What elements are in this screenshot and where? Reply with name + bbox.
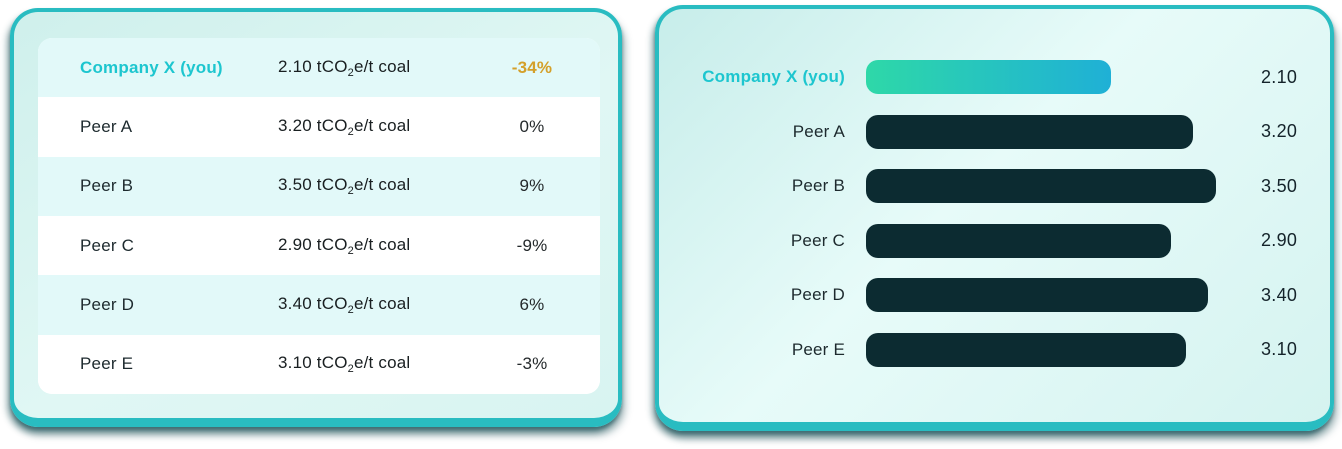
bar-track	[866, 60, 1237, 95]
chart-row-peer-d: Peer D 3.40	[659, 268, 1330, 323]
bar-track	[866, 223, 1237, 258]
table-row-peer-d: Peer D 3.40 tCO2e/t coal 6%	[38, 275, 600, 335]
bar-value: 3.50	[1261, 175, 1298, 196]
chart-label: Company X (you)	[702, 67, 845, 87]
bar-value: 3.10	[1261, 339, 1298, 360]
emission-value: 3.10 tCO2e/t coal	[278, 353, 411, 376]
peer-c-bar	[866, 223, 1171, 258]
emissions-bar-chart-panel: Company X (you) 2.10 Peer A 3.20 Peer B …	[655, 5, 1334, 431]
emission-value: 3.20 tCO2e/t coal	[278, 115, 411, 138]
bar-track	[866, 278, 1237, 313]
emissions-table-panel: Company X (you) 2.10 tCO2e/t coal -34% P…	[10, 8, 622, 427]
chart-row-peer-a: Peer A 3.20	[659, 105, 1330, 160]
delta-percent: -3%	[516, 354, 548, 374]
peer-e-bar	[866, 332, 1186, 367]
chart-label: Peer B	[791, 176, 845, 196]
chart-row-peer-b: Peer B 3.50	[659, 159, 1330, 214]
peer-a-bar	[866, 114, 1193, 149]
delta-percent: -34%	[511, 57, 553, 77]
chart-label: Peer E	[791, 339, 845, 359]
company-name: Peer C	[80, 235, 135, 255]
company-name: Peer D	[80, 294, 135, 314]
company-name: Peer B	[80, 176, 134, 196]
emission-value: 2.10 tCO2e/t coal	[278, 56, 411, 79]
chart-row-company-x: Company X (you) 2.10	[659, 50, 1330, 105]
company-name: Peer E	[80, 354, 134, 374]
table-row-peer-e: Peer E 3.10 tCO2e/t coal -3%	[38, 334, 600, 394]
company-name: Peer A	[80, 116, 133, 136]
bar-value: 3.40	[1261, 284, 1298, 305]
bar-track	[866, 114, 1237, 149]
emissions-table: Company X (you) 2.10 tCO2e/t coal -34% P…	[38, 38, 600, 394]
chart-label: Peer A	[792, 121, 845, 141]
bar-value: 3.20	[1261, 121, 1298, 142]
emission-value: 3.40 tCO2e/t coal	[278, 293, 411, 316]
bar-chart: Company X (you) 2.10 Peer A 3.20 Peer B …	[659, 50, 1330, 377]
bar-value: 2.90	[1261, 230, 1298, 251]
company-x-bar	[866, 60, 1111, 95]
delta-percent: 6%	[519, 294, 545, 314]
chart-label: Peer D	[790, 285, 845, 305]
chart-label: Peer C	[790, 230, 845, 250]
emission-value: 2.90 tCO2e/t coal	[278, 234, 411, 257]
table-row-peer-c: Peer C 2.90 tCO2e/t coal -9%	[38, 215, 600, 276]
chart-row-peer-c: Peer C 2.90	[659, 214, 1330, 269]
emission-value: 3.50 tCO2e/t coal	[278, 175, 411, 198]
company-name: Company X (you)	[80, 57, 223, 77]
delta-percent: -9%	[516, 235, 548, 255]
peer-b-bar	[866, 169, 1216, 204]
peer-d-bar	[866, 278, 1208, 313]
chart-row-peer-e: Peer E 3.10	[659, 323, 1330, 378]
bar-value: 2.10	[1261, 66, 1298, 87]
table-row-company-x: Company X (you) 2.10 tCO2e/t coal -34%	[38, 38, 600, 98]
bar-track	[866, 169, 1237, 204]
bar-track	[866, 332, 1237, 367]
delta-percent: 0%	[519, 116, 545, 136]
delta-percent: 9%	[519, 176, 545, 196]
table-row-peer-a: Peer A 3.20 tCO2e/t coal 0%	[38, 97, 600, 157]
table-row-peer-b: Peer B 3.50 tCO2e/t coal 9%	[38, 156, 600, 216]
